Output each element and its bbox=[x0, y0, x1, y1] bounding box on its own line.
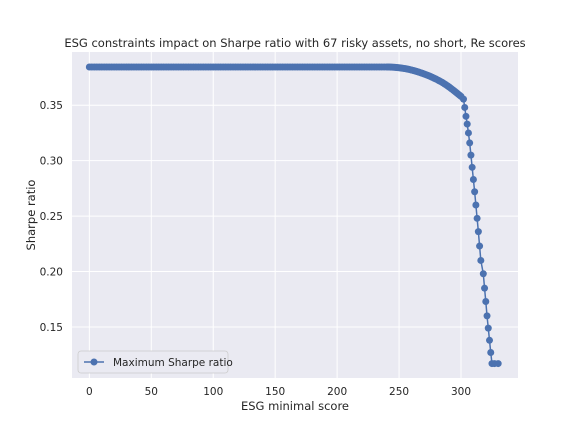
data-point bbox=[474, 215, 481, 222]
data-point bbox=[487, 349, 494, 356]
data-point bbox=[485, 325, 492, 332]
data-point bbox=[476, 243, 483, 250]
y-tick-label: 0.20 bbox=[40, 267, 63, 279]
y-tick-label: 0.35 bbox=[40, 100, 63, 112]
data-point bbox=[469, 164, 476, 171]
x-tick-label: 100 bbox=[203, 386, 223, 398]
x-tick-label: 200 bbox=[327, 386, 347, 398]
y-tick-label: 0.30 bbox=[40, 156, 63, 168]
x-axis-label: ESG minimal score bbox=[241, 399, 349, 413]
x-tick-label: 150 bbox=[265, 386, 285, 398]
chart-title: ESG constraints impact on Sharpe ratio w… bbox=[64, 36, 525, 50]
plot-background bbox=[72, 52, 518, 378]
legend: Maximum Sharpe ratio bbox=[78, 351, 233, 373]
data-point bbox=[484, 312, 491, 319]
y-axis-label: Sharpe ratio bbox=[24, 180, 38, 251]
data-point bbox=[477, 257, 484, 264]
data-point bbox=[486, 337, 493, 344]
data-point bbox=[495, 360, 502, 367]
x-tick-label: 250 bbox=[389, 386, 409, 398]
data-point bbox=[480, 270, 487, 277]
legend-marker-swatch bbox=[91, 359, 98, 366]
x-tick-label: 300 bbox=[451, 386, 471, 398]
data-point bbox=[481, 285, 488, 292]
data-point bbox=[471, 188, 478, 195]
x-tick-label: 0 bbox=[86, 386, 93, 398]
x-tick-label: 50 bbox=[145, 386, 158, 398]
data-point bbox=[462, 113, 469, 120]
data-point bbox=[467, 152, 474, 159]
legend-label: Maximum Sharpe ratio bbox=[113, 357, 233, 369]
data-point bbox=[482, 298, 489, 305]
data-point bbox=[465, 129, 472, 136]
data-point bbox=[470, 176, 477, 183]
data-point bbox=[464, 121, 471, 128]
y-tick-label: 0.25 bbox=[40, 211, 63, 223]
data-point bbox=[475, 228, 482, 235]
data-point bbox=[472, 202, 479, 209]
data-point bbox=[461, 104, 468, 111]
y-tick-label: 0.15 bbox=[40, 322, 63, 334]
data-point bbox=[466, 139, 473, 146]
data-point bbox=[460, 96, 467, 103]
